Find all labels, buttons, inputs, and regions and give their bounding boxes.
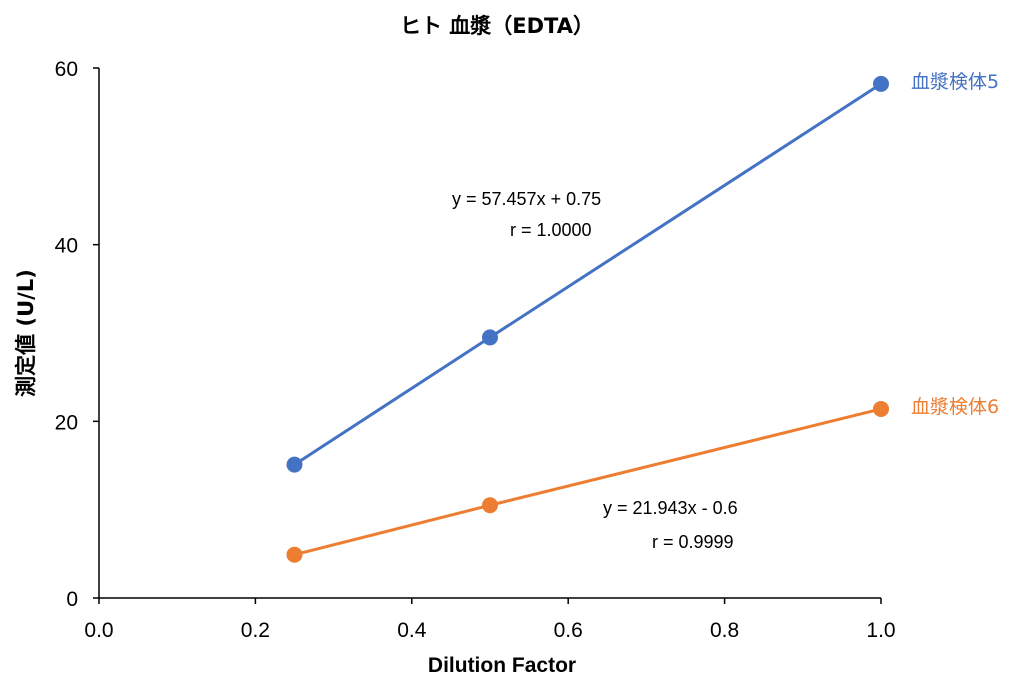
legend-series-2: 血漿検体6	[911, 396, 999, 418]
y-tick-label: 60	[55, 58, 78, 81]
series-1-point	[482, 329, 498, 346]
x-tick-label: 0.4	[397, 619, 427, 642]
series-2-point	[286, 546, 303, 563]
x-tick-label: 0.0	[84, 619, 113, 642]
x-tick-label: 0.8	[710, 619, 739, 642]
x-tick-label: 1.0	[866, 619, 895, 642]
y-axis-title: 測定値 (U/L)	[14, 269, 38, 397]
series-2-point	[482, 497, 498, 514]
series-2-point	[873, 400, 889, 417]
series-1-point	[873, 75, 889, 92]
x-ticks: 0.0 0.2 0.4 0.6 0.8 1.0	[84, 598, 896, 642]
series-points	[286, 75, 889, 563]
y-tick-label: 0	[66, 588, 78, 611]
series-2-line	[294, 407, 882, 557]
axes	[98, 68, 881, 599]
series-1-line	[293, 82, 882, 466]
series-1-equation: y = 57.457x + 0.75	[452, 189, 601, 209]
x-axis-title: Dilution Factor	[428, 654, 576, 677]
chart-title: ヒト 血漿（EDTA）	[400, 14, 594, 38]
series-2-r: r = 0.9999	[652, 532, 734, 552]
y-ticks: 0 20 40 60	[55, 58, 99, 611]
x-tick-label: 0.2	[241, 619, 270, 642]
series-2-equation: y = 21.943x - 0.6	[603, 498, 738, 518]
series-lines	[293, 82, 882, 557]
series-1-r: r = 1.0000	[510, 220, 592, 240]
y-tick-label: 40	[55, 235, 78, 258]
series-1-point	[286, 456, 303, 473]
x-tick-label: 0.6	[554, 619, 583, 642]
y-tick-label: 20	[55, 411, 78, 434]
legend-series-1: 血漿検体5	[911, 71, 999, 93]
